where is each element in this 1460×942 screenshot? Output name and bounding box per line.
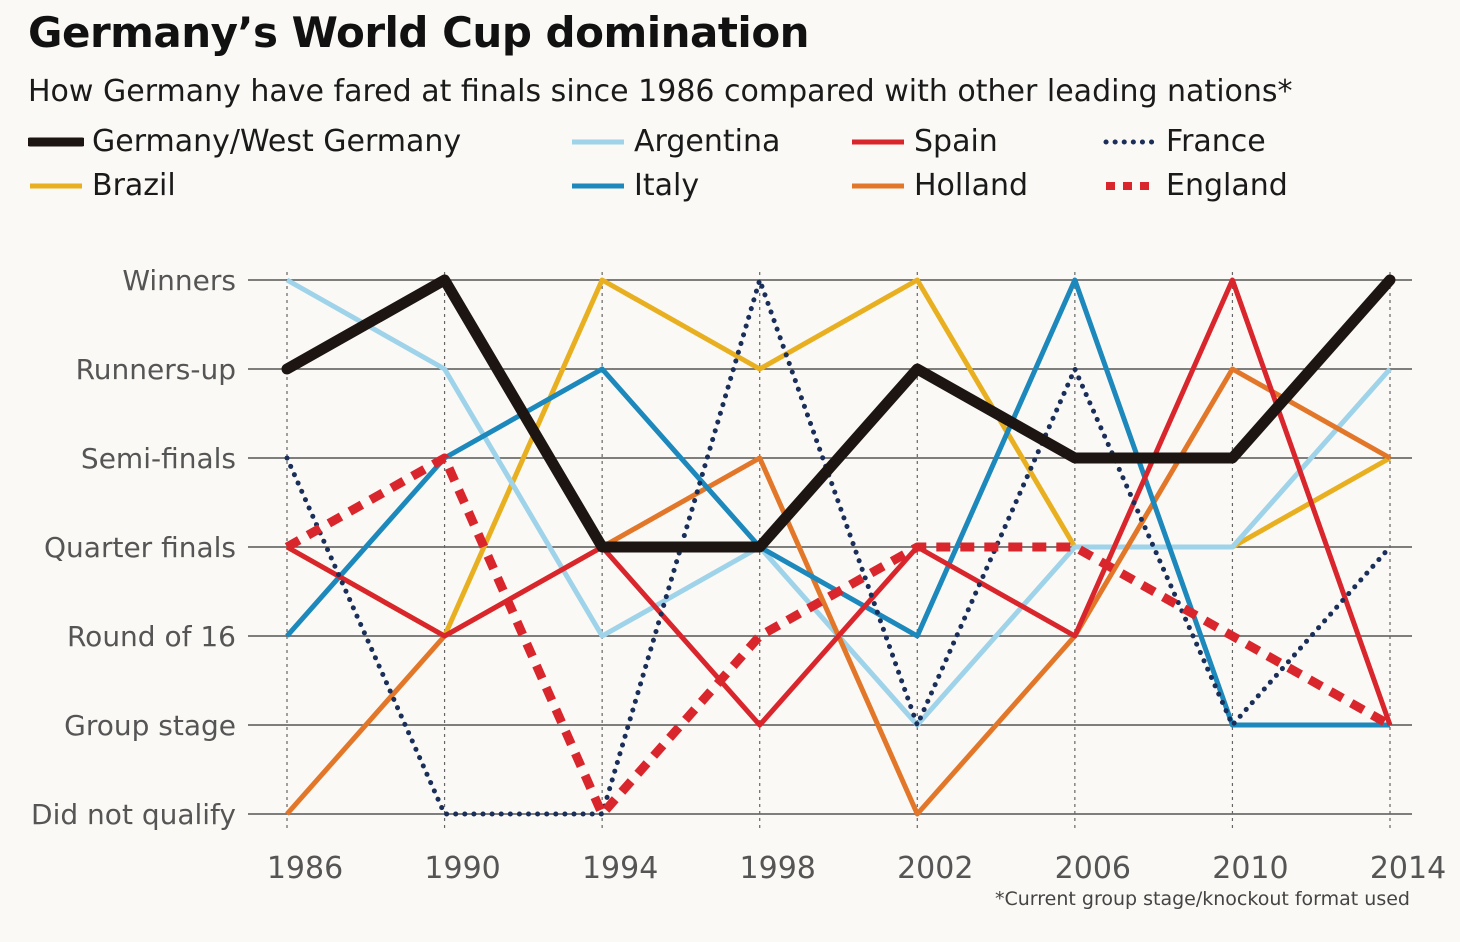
legend-item-argentina: Argentina	[570, 124, 780, 159]
legend-item-italy: Italy	[570, 168, 699, 203]
chart-subtitle: How Germany have fared at finals since 1…	[28, 74, 1293, 109]
legend-label-argentina: Argentina	[634, 124, 781, 159]
legend-swatch-france	[1103, 139, 1158, 144]
y-tick-label: Winners	[122, 264, 236, 297]
x-tick-label: 2006	[1055, 851, 1131, 886]
legend-label-england: England	[1166, 168, 1288, 203]
legend-swatch-italy	[572, 183, 624, 188]
chart-title: Germany’s World Cup domination	[28, 8, 810, 57]
x-tick-label: 2010	[1212, 851, 1288, 886]
legend-label-germany: Germany/West Germany	[92, 124, 462, 159]
legend-swatch-spain	[852, 139, 904, 144]
legend-item-brazil: Brazil	[28, 168, 176, 203]
y-tick-label: Group stage	[64, 709, 236, 742]
legend-label-france: France	[1166, 124, 1266, 159]
legend-swatch-brazil	[30, 183, 82, 188]
y-tick-label: Semi-finals	[81, 442, 236, 475]
y-tick-label: Did not qualify	[31, 798, 236, 831]
x-tick-label: 2002	[897, 851, 973, 886]
legend-label-brazil: Brazil	[92, 168, 176, 203]
x-tick-label: 1998	[740, 851, 816, 886]
y-tick-label: Round of 16	[67, 620, 236, 653]
x-tick-label: 2014	[1370, 851, 1446, 886]
series-line-france	[284, 277, 1393, 817]
legend-item-england: England	[1102, 168, 1288, 203]
legend-swatch-germany	[28, 137, 84, 146]
legend-item-france: France	[1102, 124, 1266, 159]
legend-swatch-argentina	[572, 139, 624, 144]
legend-label-italy: Italy	[634, 168, 700, 203]
legend-item-spain: Spain	[850, 124, 998, 159]
footnote: *Current group stage/knockout format use…	[995, 888, 1410, 910]
y-tick-label: Runners-up	[76, 353, 236, 386]
legend-swatch-england	[1106, 181, 1156, 190]
series-line-germany-west-germany	[281, 274, 1396, 553]
x-tick-label: 1990	[424, 851, 500, 886]
series-line-spain	[285, 277, 1393, 728]
legend-item-holland: Holland	[850, 168, 1028, 203]
legend-swatch-holland	[852, 183, 904, 188]
series-line-england	[284, 453, 1393, 819]
legend-label-holland: Holland	[914, 168, 1029, 203]
legend-item-germany: Germany/West Germany	[28, 124, 461, 159]
legend-label-spain: Spain	[914, 124, 998, 159]
x-tick-label: 1986	[267, 851, 343, 886]
y-tick-label: Quarter finals	[44, 531, 236, 564]
x-tick-label: 1994	[582, 851, 658, 886]
